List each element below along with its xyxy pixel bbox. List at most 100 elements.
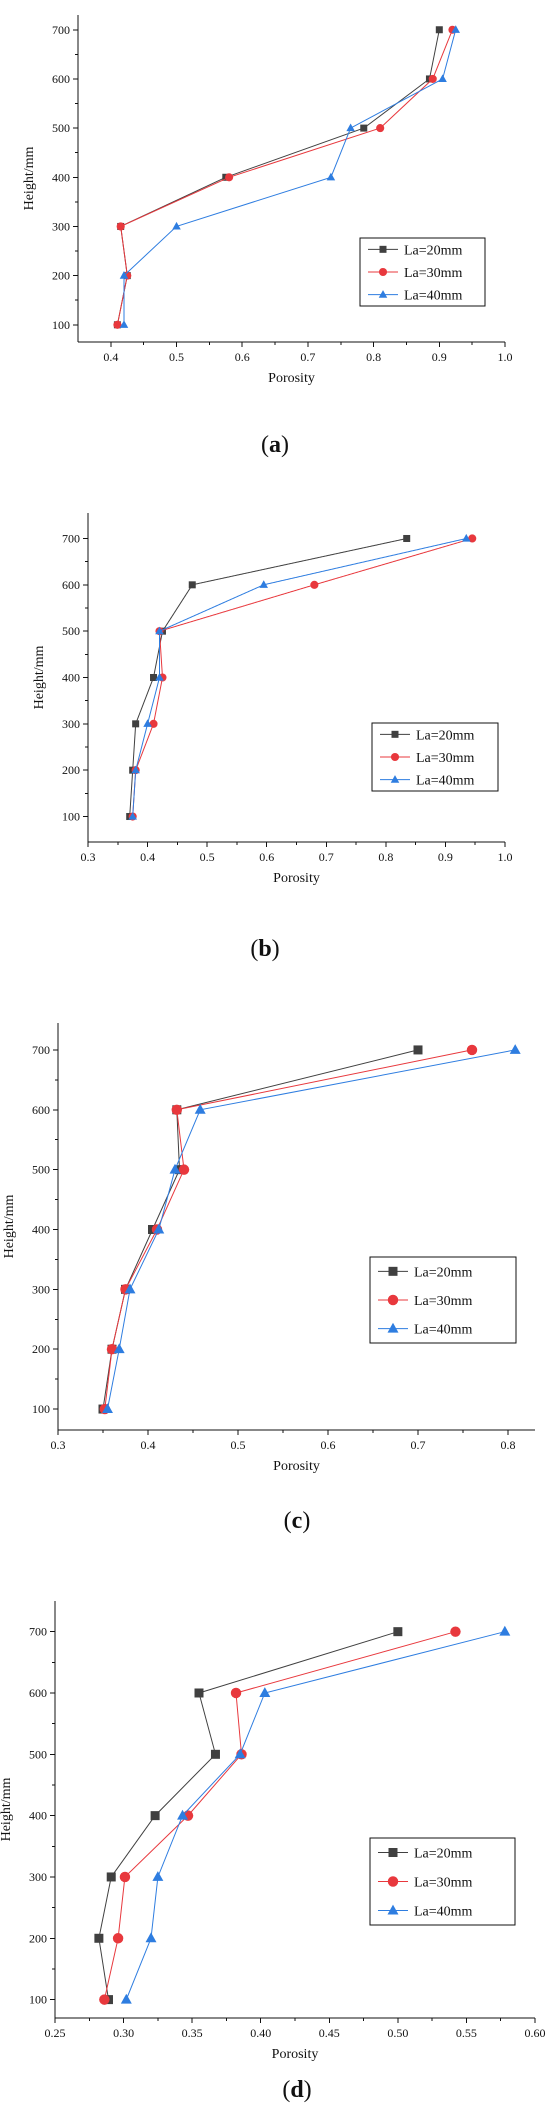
y-tick-label: 100 xyxy=(52,318,70,332)
panel-caption: (c) xyxy=(284,1508,311,1534)
data-point-1 xyxy=(171,1104,183,1116)
data-point-1 xyxy=(149,719,158,728)
data-point-2 xyxy=(177,1809,189,1820)
y-tick-label: 400 xyxy=(32,1222,50,1236)
panel-d: 0.25 0.30 0.35 0.40 0.45 0.50 0.55 0.60 100 200 30… xyxy=(0,1601,546,2103)
data-point-2 xyxy=(143,719,152,727)
data-point-0 xyxy=(360,124,368,132)
legend: La=20mm La=30mm La=40mm xyxy=(371,722,499,792)
legend-label: La=20mm xyxy=(404,243,463,258)
data-point-1 xyxy=(428,74,437,83)
data-point-1 xyxy=(178,1164,190,1175)
x-tick-label: 0.5 xyxy=(200,850,215,864)
y-tick-label: 100 xyxy=(29,1993,47,2007)
legend-label: La=20mm xyxy=(414,1265,473,1280)
y-tick-label: 200 xyxy=(32,1342,50,1356)
data-point-0 xyxy=(403,534,411,542)
x-tick-label: 0.9 xyxy=(432,350,447,364)
x-axis-title: Porosity xyxy=(273,1459,320,1474)
data-point-2 xyxy=(346,123,355,132)
panel-a: 0.4 0.5 0.6 0.7 0.8 0.9 1.0 100 200 300 400 500 600 7… xyxy=(22,15,513,458)
x-tick-label: 0.6 xyxy=(235,350,250,364)
legend-marker xyxy=(388,1848,398,1857)
data-point-0 xyxy=(194,1688,204,1698)
y-tick-label: 100 xyxy=(62,810,80,824)
data-point-2 xyxy=(102,1403,113,1414)
series-line-0 xyxy=(98,1631,399,2000)
y-tick-label: 300 xyxy=(62,717,80,731)
data-point-1 xyxy=(112,1933,124,1944)
caption-close-paren: ) xyxy=(304,2077,312,2103)
data-point-1 xyxy=(450,1626,461,1637)
y-tick-label: 500 xyxy=(62,624,80,638)
y-tick-label: 300 xyxy=(32,1282,50,1296)
data-point-2 xyxy=(131,765,140,774)
x-tick-label: 0.30 xyxy=(113,2026,134,2040)
legend-marker xyxy=(387,1294,399,1306)
data-point-2 xyxy=(194,1103,206,1114)
data-point-1 xyxy=(225,173,234,182)
data-point-2 xyxy=(120,1993,132,2004)
caption-open-paren: ( xyxy=(261,432,269,458)
x-tick-label: 0.5 xyxy=(231,1438,246,1452)
caption-close-paren: ) xyxy=(302,1508,310,1534)
panel-caption: (b) xyxy=(250,936,279,962)
y-axis-title: Height/mm xyxy=(0,1778,14,1842)
y-tick-label: 600 xyxy=(52,72,70,86)
caption-letter: c xyxy=(292,1508,303,1534)
x-axis-title: Porosity xyxy=(268,371,315,386)
data-point-2 xyxy=(128,811,137,820)
x-tick-label: 0.7 xyxy=(411,1438,426,1452)
legend-label: La=40mm xyxy=(404,289,463,304)
legend-marker xyxy=(388,1266,398,1276)
data-point-2 xyxy=(113,1343,125,1354)
data-point-0 xyxy=(435,26,443,34)
x-tick-label: 0.8 xyxy=(378,850,393,864)
x-tick-label: 0.8 xyxy=(501,1438,516,1452)
y-tick-label: 400 xyxy=(62,671,80,685)
legend-label: La=30mm xyxy=(404,266,463,281)
x-tick-label: 0.7 xyxy=(300,350,315,364)
y-tick-label: 700 xyxy=(32,1043,50,1057)
data-point-0 xyxy=(94,1933,104,1943)
data-point-2 xyxy=(509,1044,521,1054)
legend-marker xyxy=(390,752,400,762)
data-point-2 xyxy=(124,1283,136,1294)
data-point-0 xyxy=(106,1872,116,1882)
data-point-2 xyxy=(451,25,460,33)
series-line-2 xyxy=(107,1049,516,1410)
y-tick-label: 700 xyxy=(52,23,70,37)
data-point-1 xyxy=(466,1044,478,1056)
y-tick-label: 100 xyxy=(32,1402,50,1416)
y-tick-label: 500 xyxy=(52,121,70,135)
y-axis-title: Height/mm xyxy=(32,646,47,710)
y-tick-label: 600 xyxy=(29,1686,47,1700)
data-point-2 xyxy=(145,1932,157,1943)
legend-label: La=20mm xyxy=(414,1847,473,1862)
panel-c: 0.3 0.4 0.5 0.6 0.7 0.8 100 200 300 400 500 600 700 P… xyxy=(2,1023,535,1534)
y-tick-label: 300 xyxy=(29,1870,47,1884)
caption-letter: a xyxy=(269,432,281,458)
x-axis-title: Porosity xyxy=(272,2047,319,2062)
y-tick-label: 200 xyxy=(62,763,80,777)
x-tick-label: 0.6 xyxy=(259,850,274,864)
x-axis-title: Porosity xyxy=(273,871,320,886)
data-point-2 xyxy=(119,320,129,328)
data-point-2 xyxy=(259,1687,271,1697)
x-tick-label: 0.40 xyxy=(250,2026,271,2040)
y-tick-label: 200 xyxy=(29,1931,47,1945)
legend-label: La=20mm xyxy=(416,728,475,743)
data-point-0 xyxy=(393,1627,403,1637)
legend-marker xyxy=(379,245,387,253)
data-point-2 xyxy=(169,1163,181,1174)
caption-open-paren: ( xyxy=(250,936,258,962)
x-tick-label: 0.55 xyxy=(456,2026,477,2040)
caption-close-paren: ) xyxy=(272,936,280,962)
data-point-1 xyxy=(113,320,122,329)
caption-open-paren: ( xyxy=(282,2077,290,2103)
legend: La=20mm La=30mm La=40mm xyxy=(359,237,486,307)
legend-marker xyxy=(391,730,399,738)
panel-b: 0.3 0.4 0.5 0.6 0.7 0.8 0.9 1.0 100 200 300 400 500 6… xyxy=(32,513,513,962)
y-axis-title: Height/mm xyxy=(2,1195,17,1259)
